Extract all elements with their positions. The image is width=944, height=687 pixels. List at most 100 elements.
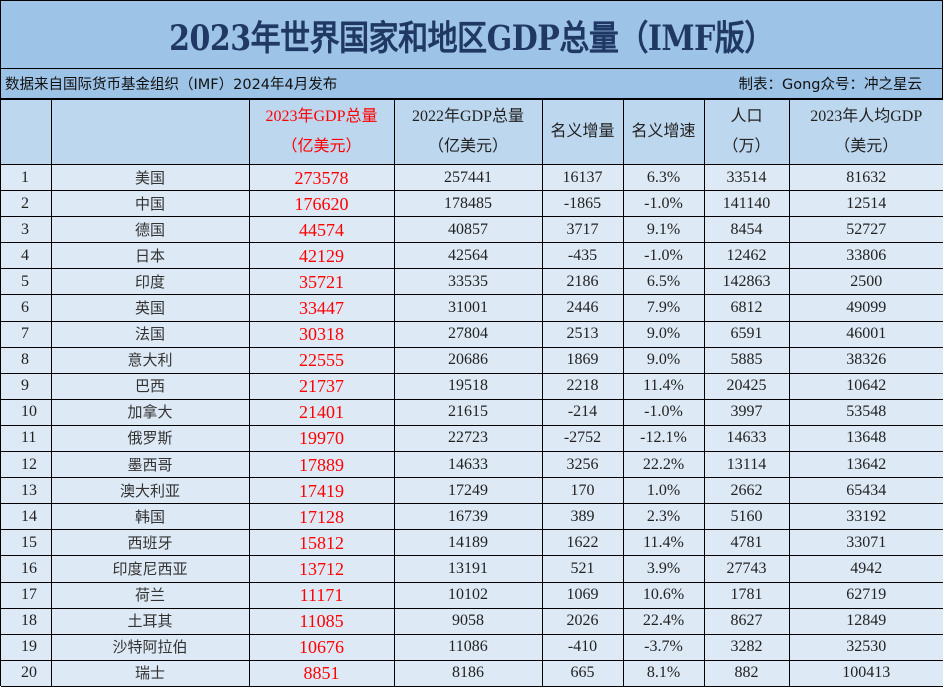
cell-country-name[interactable]: 土耳其 xyxy=(50,607,250,635)
cell-gdp-2022[interactable]: 10102 xyxy=(393,581,543,609)
cell-rank[interactable]: 18 xyxy=(1,607,52,635)
cell-rank[interactable]: 11 xyxy=(1,424,52,453)
cell-rank[interactable]: 1 xyxy=(1,163,52,192)
cell-gdp-2022[interactable]: 14189 xyxy=(393,529,543,557)
header-nominal-increase[interactable]: 名义增量 xyxy=(541,99,624,165)
cell-population[interactable]: 8627 xyxy=(703,607,790,635)
cell-nominal-increase[interactable]: 2513 xyxy=(541,320,624,348)
cell-gdp-2023[interactable]: 42129 xyxy=(248,242,395,270)
cell-nominal-growth[interactable]: 11.4% xyxy=(622,372,705,400)
cell-gdp-2022[interactable]: 16739 xyxy=(393,503,543,531)
cell-rank[interactable]: 15 xyxy=(1,529,52,557)
cell-gdp-2022[interactable]: 178485 xyxy=(393,190,543,218)
cell-nominal-increase[interactable]: -410 xyxy=(541,633,624,661)
cell-per-capita-gdp[interactable]: 81632 xyxy=(788,163,943,192)
cell-per-capita-gdp[interactable]: 12514 xyxy=(788,190,943,218)
cell-gdp-2023[interactable]: 17889 xyxy=(248,451,395,479)
header-gdp-2023[interactable]: 2023年GDP总量 （亿美元） xyxy=(248,99,395,165)
cell-rank[interactable]: 6 xyxy=(1,294,52,322)
cell-gdp-2023[interactable]: 35721 xyxy=(248,268,395,296)
cell-rank[interactable]: 19 xyxy=(1,633,52,661)
cell-population[interactable]: 8454 xyxy=(703,216,790,244)
cell-gdp-2022[interactable]: 42564 xyxy=(393,242,543,270)
cell-nominal-increase[interactable]: 16137 xyxy=(541,163,624,192)
cell-country-name[interactable]: 加拿大 xyxy=(50,398,250,426)
cell-nominal-increase[interactable]: 2446 xyxy=(541,294,624,322)
cell-gdp-2023[interactable]: 11085 xyxy=(248,607,395,635)
cell-gdp-2023[interactable]: 15812 xyxy=(248,529,395,557)
cell-gdp-2023[interactable]: 11171 xyxy=(248,581,395,609)
cell-gdp-2022[interactable]: 257441 xyxy=(393,163,543,192)
cell-gdp-2022[interactable]: 19518 xyxy=(393,372,543,400)
cell-gdp-2022[interactable]: 22723 xyxy=(393,424,543,453)
cell-country-name[interactable]: 美国 xyxy=(50,163,250,192)
header-gdp-2022[interactable]: 2022年GDP总量 （亿美元） xyxy=(393,99,543,165)
cell-nominal-growth[interactable]: 1.0% xyxy=(622,477,705,505)
cell-country-name[interactable]: 印度尼西亚 xyxy=(50,555,250,583)
cell-per-capita-gdp[interactable]: 38326 xyxy=(788,346,943,374)
cell-nominal-increase[interactable]: 665 xyxy=(541,659,624,687)
cell-population[interactable]: 6591 xyxy=(703,320,790,348)
header-per-capita-gdp[interactable]: 2023年人均GDP （美元） xyxy=(788,99,943,165)
cell-rank[interactable]: 8 xyxy=(1,346,52,374)
cell-per-capita-gdp[interactable]: 49099 xyxy=(788,294,943,322)
cell-nominal-increase[interactable]: -1865 xyxy=(541,190,624,218)
cell-per-capita-gdp[interactable]: 10642 xyxy=(788,372,943,400)
cell-country-name[interactable]: 墨西哥 xyxy=(50,451,250,479)
cell-per-capita-gdp[interactable]: 100413 xyxy=(788,659,943,687)
cell-nominal-growth[interactable]: 10.6% xyxy=(622,581,705,609)
cell-population[interactable]: 3997 xyxy=(703,398,790,426)
cell-gdp-2022[interactable]: 14633 xyxy=(393,451,543,479)
cell-country-name[interactable]: 荷兰 xyxy=(50,581,250,609)
cell-country-name[interactable]: 瑞士 xyxy=(50,659,250,687)
cell-country-name[interactable]: 印度 xyxy=(50,268,250,296)
cell-nominal-growth[interactable]: 7.9% xyxy=(622,294,705,322)
cell-nominal-growth[interactable]: 6.5% xyxy=(622,268,705,296)
cell-country-name[interactable]: 法国 xyxy=(50,320,250,348)
cell-gdp-2023[interactable]: 19970 xyxy=(248,424,395,453)
cell-population[interactable]: 14633 xyxy=(703,424,790,453)
cell-nominal-increase[interactable]: 521 xyxy=(541,555,624,583)
cell-nominal-growth[interactable]: -3.7% xyxy=(622,633,705,661)
cell-rank[interactable]: 4 xyxy=(1,242,52,270)
cell-nominal-growth[interactable]: 9.0% xyxy=(622,320,705,348)
cell-nominal-growth[interactable]: -1.0% xyxy=(622,398,705,426)
cell-rank[interactable]: 13 xyxy=(1,477,52,505)
cell-nominal-increase[interactable]: 2186 xyxy=(541,268,624,296)
cell-per-capita-gdp[interactable]: 33806 xyxy=(788,242,943,270)
cell-nominal-increase[interactable]: -214 xyxy=(541,398,624,426)
cell-country-name[interactable]: 德国 xyxy=(50,216,250,244)
cell-population[interactable]: 882 xyxy=(703,659,790,687)
cell-rank[interactable]: 14 xyxy=(1,503,52,531)
cell-nominal-growth[interactable]: 11.4% xyxy=(622,529,705,557)
cell-gdp-2023[interactable]: 21737 xyxy=(248,372,395,400)
cell-nominal-growth[interactable]: 8.1% xyxy=(622,659,705,687)
cell-nominal-increase[interactable]: 1869 xyxy=(541,346,624,374)
cell-rank[interactable]: 12 xyxy=(1,451,52,479)
cell-nominal-growth[interactable]: 22.4% xyxy=(622,607,705,635)
cell-nominal-increase[interactable]: 2218 xyxy=(541,372,624,400)
cell-nominal-growth[interactable]: 22.2% xyxy=(622,451,705,479)
cell-nominal-growth[interactable]: -1.0% xyxy=(622,242,705,270)
cell-per-capita-gdp[interactable]: 53548 xyxy=(788,398,943,426)
cell-gdp-2022[interactable]: 17249 xyxy=(393,477,543,505)
cell-gdp-2022[interactable]: 27804 xyxy=(393,320,543,348)
cell-rank[interactable]: 17 xyxy=(1,581,52,609)
cell-rank[interactable]: 10 xyxy=(1,398,52,426)
cell-nominal-increase[interactable]: 1069 xyxy=(541,581,624,609)
cell-rank[interactable]: 3 xyxy=(1,216,52,244)
cell-nominal-growth[interactable]: 9.1% xyxy=(622,216,705,244)
cell-country-name[interactable]: 日本 xyxy=(50,242,250,270)
cell-per-capita-gdp[interactable]: 32530 xyxy=(788,633,943,661)
cell-nominal-growth[interactable]: 2.3% xyxy=(622,503,705,531)
cell-population[interactable]: 20425 xyxy=(703,372,790,400)
cell-gdp-2023[interactable]: 17128 xyxy=(248,503,395,531)
cell-gdp-2022[interactable]: 9058 xyxy=(393,607,543,635)
cell-gdp-2022[interactable]: 8186 xyxy=(393,659,543,687)
cell-gdp-2023[interactable]: 176620 xyxy=(248,190,395,218)
cell-gdp-2022[interactable]: 11086 xyxy=(393,633,543,661)
cell-gdp-2022[interactable]: 13191 xyxy=(393,555,543,583)
cell-rank[interactable]: 2 xyxy=(1,190,52,218)
cell-population[interactable]: 1781 xyxy=(703,581,790,609)
header-population[interactable]: 人口 （万） xyxy=(703,99,790,165)
